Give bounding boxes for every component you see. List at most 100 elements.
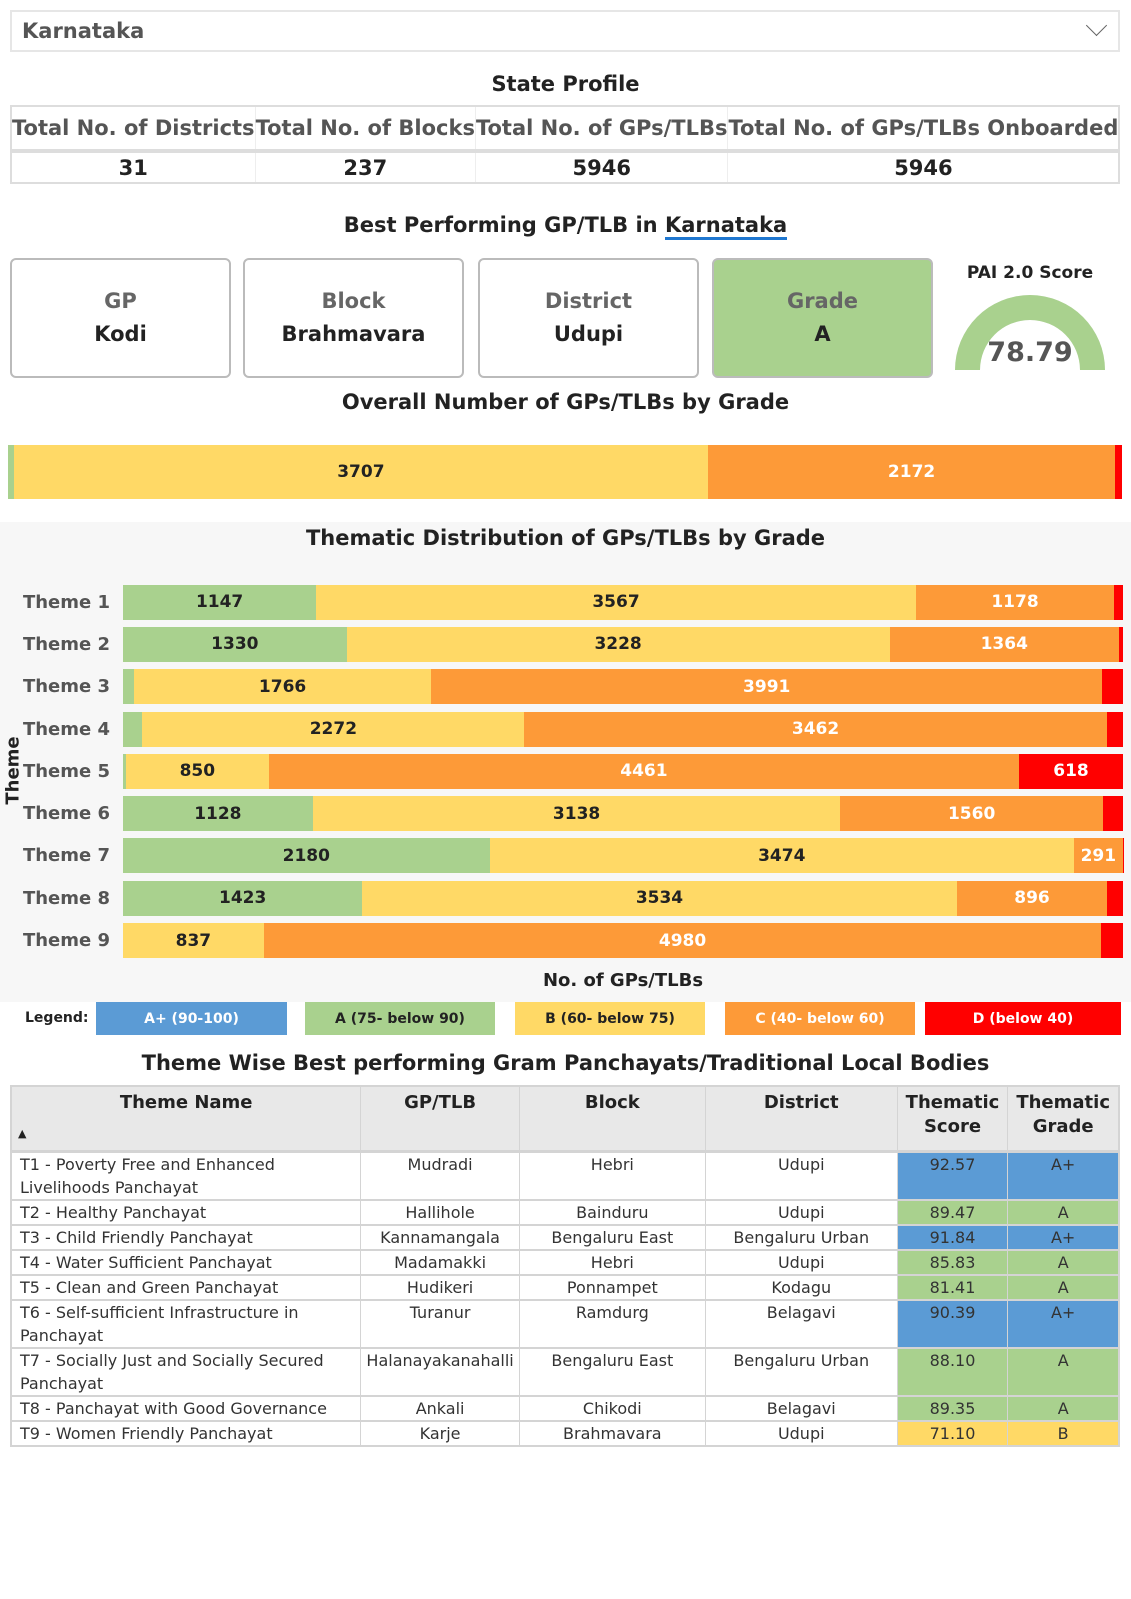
bar-segment-c[interactable]: 1560 xyxy=(840,796,1103,832)
block-cell: Brahmavara xyxy=(519,1420,706,1447)
theme-tick-label: Theme 7 xyxy=(22,845,110,867)
table-row[interactable]: T7 - Socially Just and Socially Secured … xyxy=(11,1347,1120,1397)
theme-row: Theme 2 1330 3228 1364 xyxy=(10,623,1125,665)
bar-segment-a[interactable]: 2180 xyxy=(123,838,490,874)
legend-item-b: B (60- below 75) xyxy=(515,1002,705,1035)
bar-segment-d[interactable] xyxy=(1118,626,1123,662)
gp-cell: Hallihole xyxy=(360,1199,520,1226)
data-label: 1128 xyxy=(194,803,242,824)
bar-segment-a[interactable] xyxy=(123,753,126,789)
theme-bar: 1423 3534 896 xyxy=(123,880,1123,916)
bar-segment-d[interactable] xyxy=(1107,880,1123,916)
table-row[interactable]: T8 - Panchayat with Good Governance Ankal… xyxy=(11,1395,1120,1422)
overall-chart-title: Overall Number of GPs/TLBs by Grade xyxy=(341,390,790,414)
theme-best-table: Theme Name ▲ GP/TLB Block District Themat… xyxy=(10,1085,1120,1447)
sort-ascending-icon[interactable]: ▲ xyxy=(18,1126,27,1140)
theme-row: Theme 4 2272 3462 xyxy=(10,708,1125,750)
col-block[interactable]: Block xyxy=(519,1086,706,1153)
score-cell: 85.83 xyxy=(897,1249,1009,1276)
col-gp[interactable]: GP/TLB xyxy=(360,1086,520,1153)
col-district[interactable]: District xyxy=(705,1086,898,1153)
block-cell: Hebri xyxy=(519,1249,706,1276)
bar-segment-b[interactable]: 850 xyxy=(125,753,269,789)
theme-name-cell: T9 - Women Friendly Panchayat xyxy=(11,1420,362,1447)
data-label: 837 xyxy=(175,930,212,951)
data-label: 3534 xyxy=(635,888,684,909)
bar-segment-a[interactable]: 1423 xyxy=(123,880,363,916)
bar-segment-a[interactable] xyxy=(123,711,143,747)
bar-segment-d[interactable] xyxy=(1114,584,1123,620)
theme-tick-label: Theme 8 xyxy=(22,887,110,909)
bar-segment-b[interactable]: 837 xyxy=(123,923,264,959)
bar-segment-a[interactable] xyxy=(123,669,135,705)
col-theme-name[interactable]: Theme Name ▲ xyxy=(11,1086,362,1153)
bar-segment-c[interactable]: 1364 xyxy=(889,626,1119,662)
chevron-down-icon[interactable] xyxy=(1086,20,1108,42)
card-grade-value: A xyxy=(814,322,831,346)
data-label: 2172 xyxy=(887,462,936,482)
bar-segment-c[interactable]: 2172 xyxy=(708,445,1116,499)
bar-segment-d[interactable] xyxy=(1101,923,1123,959)
table-row[interactable]: T6 - Self-sufficient Infrastructure in P… xyxy=(11,1299,1120,1349)
bar-segment-b[interactable]: 3138 xyxy=(312,796,841,832)
col-score[interactable]: Thematic Score xyxy=(897,1086,1009,1153)
value-blocks: 237 xyxy=(255,151,476,183)
bar-segment-d[interactable] xyxy=(1102,669,1123,705)
thematic-chart-title: Thematic Distribution of GPs/TLBs by Gra… xyxy=(305,526,826,550)
bar-segment-c[interactable]: 3991 xyxy=(431,669,1103,705)
grade-cell: A xyxy=(1007,1249,1120,1276)
bar-segment-c[interactable]: 4980 xyxy=(263,923,1102,959)
bar-segment-c[interactable]: 291 xyxy=(1073,838,1123,874)
bar-segment-d[interactable] xyxy=(1102,796,1123,832)
bar-segment-b[interactable]: 3707 xyxy=(13,445,709,499)
bar-segment-d[interactable] xyxy=(1106,711,1123,747)
table-row[interactable]: T4 - Water Sufficient Panchayat Madamakki… xyxy=(11,1249,1120,1276)
theme-name-cell: T5 - Clean and Green Panchayat xyxy=(11,1274,362,1301)
theme-bar-row: 850 4461 618 xyxy=(123,753,1123,789)
district-cell: Udupi xyxy=(705,1249,898,1276)
bar-segment-a[interactable]: 1330 xyxy=(123,626,347,662)
bar-segment-b[interactable]: 3228 xyxy=(346,626,890,662)
bar-segment-c[interactable]: 1178 xyxy=(915,584,1115,620)
theme-bar: 1330 3228 1364 xyxy=(123,626,1123,662)
score-cell: 89.47 xyxy=(897,1199,1009,1226)
col-grade[interactable]: Thematic Grade xyxy=(1007,1086,1120,1153)
theme-row: Theme 5 850 4461 618 xyxy=(10,750,1125,792)
table-row[interactable]: T2 - Healthy Panchayat Hallihole Bainduru U… xyxy=(11,1199,1120,1226)
state-dropdown[interactable]: Karnataka xyxy=(10,10,1120,52)
table-row[interactable]: T5 - Clean and Green Panchayat Hudikeri Po… xyxy=(11,1274,1120,1301)
table-row[interactable]: T1 - Poverty Free and Enhanced Livelihoo… xyxy=(11,1151,1120,1201)
bar-segment-b[interactable]: 3567 xyxy=(316,584,916,620)
theme-bar: 837 4980 xyxy=(123,923,1123,959)
table-row[interactable]: T9 - Women Friendly Panchayat Karje Brahma… xyxy=(11,1420,1120,1447)
block-cell: Ramdurg xyxy=(519,1299,706,1349)
bar-segment-b[interactable]: 1766 xyxy=(134,669,432,705)
theme-bar-row: 2180 3474 291 xyxy=(123,838,1123,874)
grade-cell: A xyxy=(1007,1395,1120,1422)
data-label: 896 xyxy=(1014,888,1050,909)
data-label: 3474 xyxy=(758,845,806,866)
data-label: 3991 xyxy=(743,676,791,697)
data-label: 1423 xyxy=(218,888,267,909)
theme-tick-label: Theme 3 xyxy=(22,676,110,698)
bar-segment-c[interactable]: 4461 xyxy=(268,753,1020,789)
bar-segment-b[interactable]: 3534 xyxy=(362,880,957,916)
bar-segment-a[interactable]: 1147 xyxy=(123,584,317,620)
table-row[interactable]: T3 - Child Friendly Panchayat Kannamangal… xyxy=(11,1224,1120,1251)
value-districts: 31 xyxy=(11,151,256,183)
bar-segment-d[interactable] xyxy=(1115,445,1122,499)
gp-cell: Karje xyxy=(360,1420,520,1447)
bar-segment-c[interactable]: 3462 xyxy=(524,711,1107,747)
district-cell: Bengaluru Urban xyxy=(705,1347,898,1397)
score-cell: 91.84 xyxy=(897,1224,1009,1251)
bar-segment-b[interactable]: 3474 xyxy=(489,838,1074,874)
card-block-value: Brahmavara xyxy=(281,322,426,346)
bar-segment-a[interactable] xyxy=(8,445,14,499)
bar-segment-a[interactable]: 1128 xyxy=(123,796,313,832)
bar-segment-c[interactable]: 896 xyxy=(956,880,1108,916)
bar-segment-d[interactable]: 618 xyxy=(1019,753,1123,789)
gp-cell: Turanur xyxy=(360,1299,520,1349)
grade-cell: A+ xyxy=(1007,1151,1120,1201)
theme-row: Theme 6 1128 3138 1560 xyxy=(10,792,1125,834)
bar-segment-b[interactable]: 2272 xyxy=(142,711,525,747)
